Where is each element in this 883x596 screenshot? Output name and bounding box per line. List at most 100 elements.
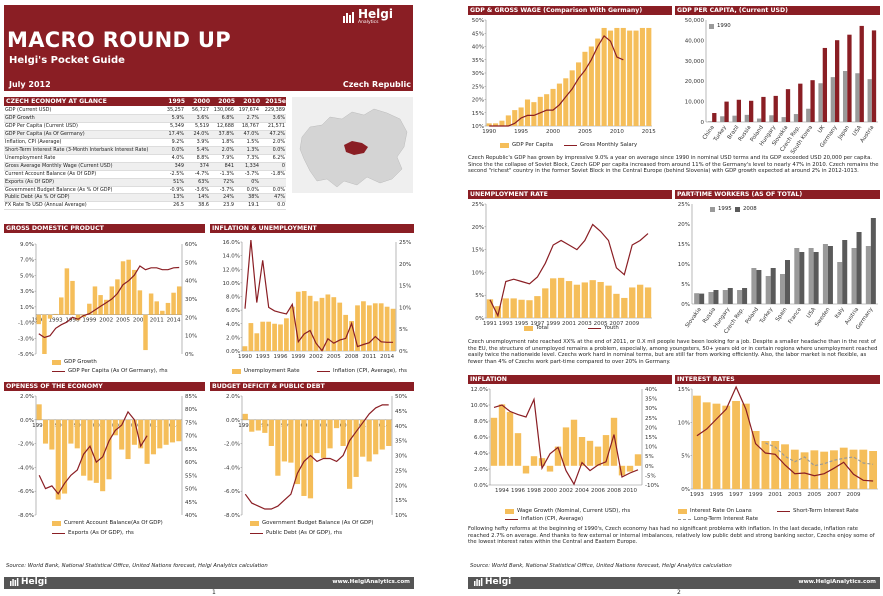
y2-tick-label: 0% <box>185 352 194 358</box>
y2-tick-label: 45% <box>185 500 197 506</box>
legend-item: Current Account Balance(As Of GDP) <box>52 520 163 526</box>
y-tick-label: 10.0% <box>223 281 240 287</box>
table-col-headers: 1995 2000 2005 2010 2015e <box>160 97 286 106</box>
legend-item: Public Debt (As Of GDP), rhs <box>250 530 342 536</box>
legend-label: GDP Per Capita <box>512 142 554 148</box>
y-tick-label: 15% <box>678 387 690 393</box>
legend-swatch <box>710 206 715 212</box>
y-tick-label: 50,000 <box>685 18 705 24</box>
legend-item: GDP Per Capita <box>500 142 553 148</box>
table-row: Gross Average Monthly Wage (Current USD)… <box>4 162 286 171</box>
table-cell: 6.8% <box>210 114 235 123</box>
bar <box>266 321 272 351</box>
inflation-chart: 12.0% 10.0% 8.0% 6.0% 4.0% 2.0% 0.0% 40% 35% 30% 2… <box>471 387 660 494</box>
bar <box>372 303 378 351</box>
y-tick-label: 10% <box>472 270 484 276</box>
table-cell: 23.9 <box>210 201 235 211</box>
bar <box>340 419 346 446</box>
x-tick-label: 2005 <box>807 492 821 498</box>
table-cell: 17.4% <box>160 130 185 139</box>
website-link[interactable]: www.HelgiAnalytics.com <box>332 579 410 585</box>
bar <box>712 403 721 489</box>
legend-label: Gross Monthly Salary <box>580 142 638 148</box>
website-link[interactable]: www.HelgiAnalytics.com <box>798 579 876 585</box>
section-title: OPENESS OF THE ECONOMY <box>6 383 103 390</box>
bar <box>644 287 652 318</box>
table-cell: 4.0% <box>160 154 185 163</box>
bar <box>793 114 799 122</box>
gdp-section-header: GROSS DOMESTIC PRODUCT <box>4 224 205 233</box>
bar <box>790 449 799 489</box>
bar <box>773 95 778 122</box>
bar <box>284 318 289 351</box>
bar <box>570 419 578 466</box>
country-name: Czech Republic <box>342 80 411 89</box>
legend-swatch <box>317 370 330 372</box>
x-tick-label: 2014 <box>380 354 394 360</box>
series-line <box>489 223 649 318</box>
bar <box>384 306 390 351</box>
bar <box>595 38 601 126</box>
footer-logo-text: Helgi <box>485 577 512 587</box>
bar <box>537 96 543 126</box>
bar <box>720 116 725 122</box>
table-cell: 38% <box>235 193 260 203</box>
y-tick-label: 40,000 <box>685 38 705 44</box>
x-tick-label: 2015 <box>642 129 656 135</box>
x-tick-label: 1997 <box>729 492 743 498</box>
bar <box>751 431 760 489</box>
y-tick-label: 35% <box>472 58 484 64</box>
bar <box>639 27 645 127</box>
bar <box>732 115 737 122</box>
x-tick-label: 2007 <box>609 321 623 327</box>
y2-tick-label: 45% <box>395 409 407 415</box>
x-tick-label: 2008 <box>133 318 147 324</box>
bar <box>98 295 103 315</box>
bar <box>138 419 144 449</box>
x-tick-label: 2005 <box>116 318 130 324</box>
table-cell: 51% <box>160 178 185 187</box>
x-tick-label: 1995 <box>515 321 529 327</box>
y-tick-label: 5% <box>681 282 690 288</box>
table-cell: 1.5% <box>235 138 260 147</box>
bar <box>761 96 766 122</box>
bar <box>751 268 757 304</box>
bar <box>320 419 327 458</box>
y-tick-label: -5.0% <box>18 352 34 358</box>
table-cell: 47% <box>260 193 286 203</box>
y-tick-label: 6.0% <box>226 308 240 314</box>
bar <box>855 73 860 122</box>
section-title: INFLATION & UNEMPLOYMENT <box>212 225 317 232</box>
series-line <box>38 410 148 495</box>
bar <box>562 427 570 466</box>
page-number: 2 <box>677 589 681 596</box>
bar <box>144 419 150 464</box>
y-tick-label: -4.0% <box>18 465 34 471</box>
table-cell: 35,257 <box>160 107 185 115</box>
bar <box>355 305 360 351</box>
bar <box>386 419 392 446</box>
bar <box>373 419 379 455</box>
y-tick-label: 14.0% <box>223 254 240 260</box>
table-cell: 38.6 <box>185 201 210 211</box>
y-tick-label: 2.0% <box>474 467 488 473</box>
x-tick-label: 1993 <box>256 354 270 360</box>
table-cell: 19.1 <box>235 201 260 211</box>
y-tick-label: 10% <box>678 262 690 268</box>
y-tick-label: 0% <box>681 302 690 308</box>
legend-label: Long-Term Interest Rate <box>694 516 759 522</box>
y2-tick-label: 65% <box>185 447 197 453</box>
bar <box>542 288 549 318</box>
bar <box>531 102 537 126</box>
x-tick-label: 2009 <box>625 321 639 327</box>
bar <box>55 419 61 500</box>
table-row: Government Budget Balance (As % Of GDP) -… <box>4 186 286 195</box>
y2-tick-label: 50% <box>395 394 407 400</box>
bar <box>582 51 588 126</box>
footer-logo: Helgi <box>474 577 511 587</box>
legend-item: Youth <box>588 325 619 331</box>
bar <box>588 46 594 126</box>
bar <box>486 123 492 126</box>
y-tick-label: 5.0% <box>20 273 34 279</box>
budget-debt-chart: 2.0% 0.0% -2.0% -4.0% -6.0% -8.0% 50% 45% 40% 35%… <box>224 394 407 519</box>
